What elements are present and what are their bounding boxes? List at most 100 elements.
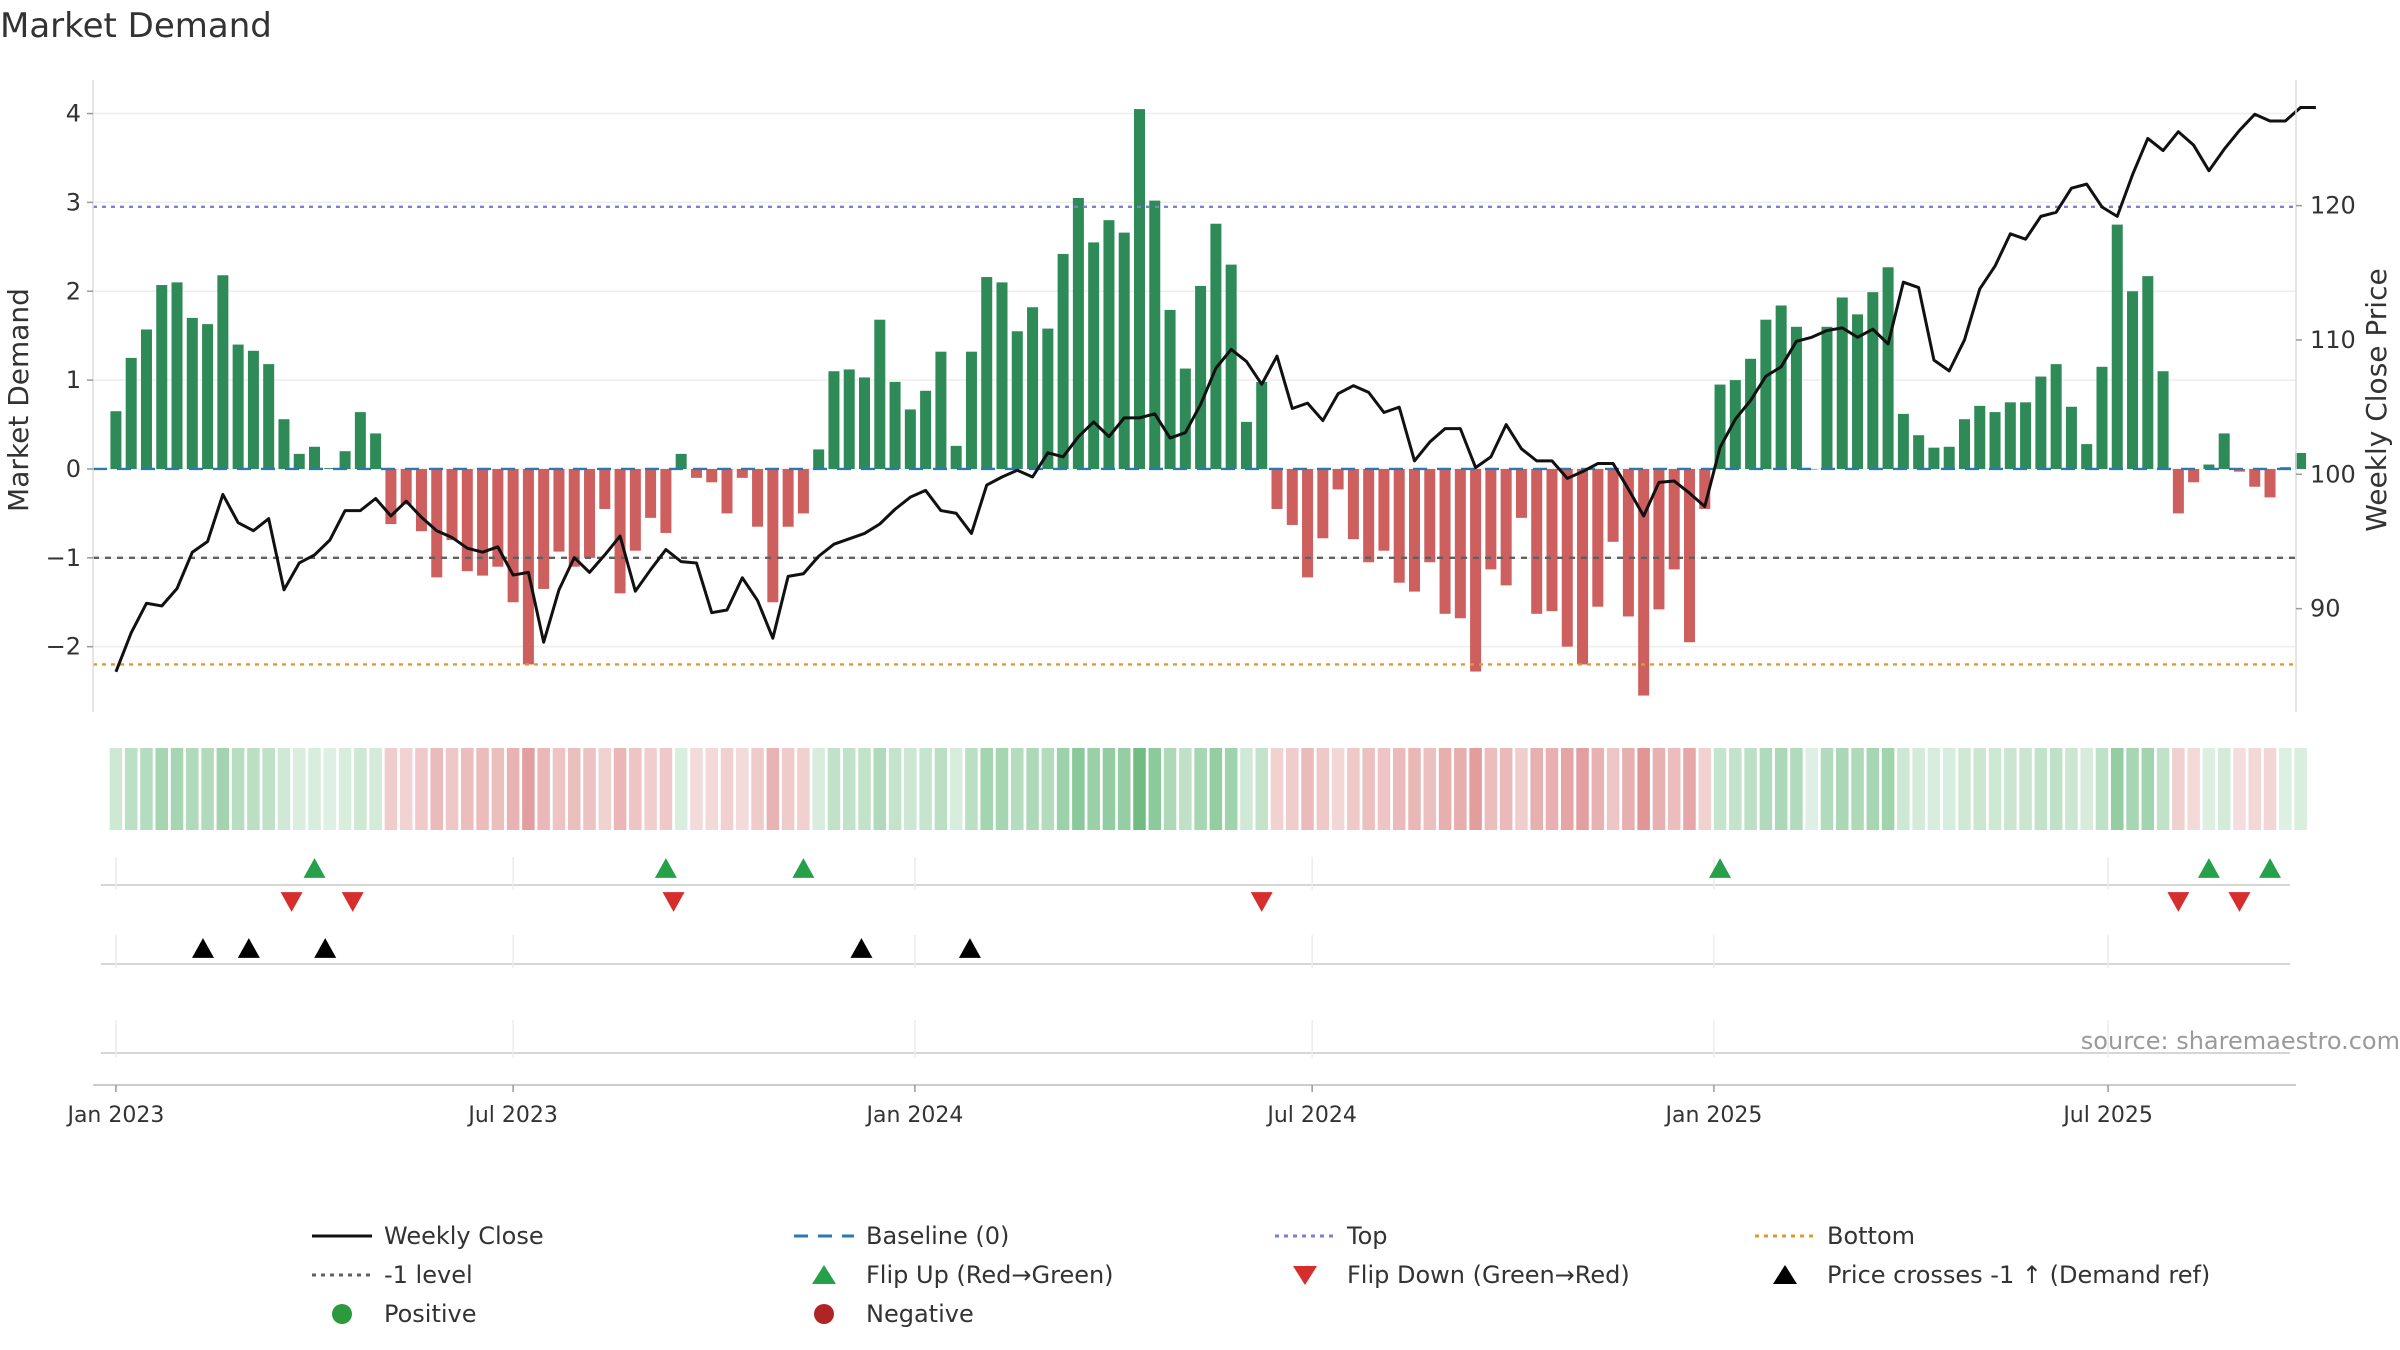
y-tick-label: −2 <box>46 633 81 661</box>
demand-bar <box>1836 297 1848 469</box>
heat-strip-cell <box>2233 748 2246 830</box>
heat-strip-cell <box>292 748 306 830</box>
demand-bar <box>1897 413 1909 469</box>
heat-strip-cell <box>1515 748 1528 830</box>
demand-bar <box>813 449 825 469</box>
heat-strip-cell <box>1041 748 1055 830</box>
demand-bar <box>1622 468 1634 617</box>
heat-strip-cell <box>170 748 184 830</box>
heat-strip-cell <box>1469 748 1482 830</box>
demand-bar <box>1439 468 1451 614</box>
demand-bar <box>2111 224 2123 469</box>
demand-bar <box>1683 468 1695 643</box>
demand-bar <box>1882 267 1894 469</box>
demand-bar <box>1134 109 1145 469</box>
demand-bar <box>1302 468 1314 578</box>
heat-strip-cell <box>2034 748 2048 830</box>
flip-down-marker <box>280 892 303 912</box>
demand-bar <box>2127 291 2139 469</box>
demand-bar <box>538 468 550 589</box>
heat-strip-cell <box>1836 748 1849 830</box>
demand-bar <box>1638 468 1650 696</box>
demand-bar <box>202 324 214 469</box>
demand-bar <box>217 275 229 469</box>
heat-strip-cell <box>674 748 688 830</box>
y-tick-label: 2 <box>66 277 81 305</box>
flip-up-marker <box>654 858 677 878</box>
demand-bar <box>767 468 779 603</box>
demand-bar <box>1240 421 1252 469</box>
heat-strip-cell <box>354 748 367 830</box>
heat-strip-cell <box>2279 748 2292 830</box>
demand-bar <box>232 344 244 469</box>
price-cross-marker <box>850 938 873 958</box>
heat-strip-cell <box>720 748 734 830</box>
y2-tick-label: 120 <box>2310 192 2356 220</box>
heat-strip-cell <box>1576 748 1589 830</box>
heat-strip-cell <box>338 748 352 830</box>
y-tick-label: −1 <box>46 544 81 572</box>
demand-bar <box>1592 468 1604 607</box>
demand-bar <box>446 468 458 541</box>
demand-bar <box>324 468 336 469</box>
demand-bar <box>1332 468 1344 490</box>
demand-bar <box>1607 468 1619 542</box>
demand-bar <box>309 446 321 469</box>
heat-strip-cell <box>277 748 291 830</box>
demand-bar <box>1378 468 1390 551</box>
heat-strip-cell <box>552 748 566 830</box>
y2-tick-label: 90 <box>2310 595 2341 623</box>
heat-strip-cell <box>1255 748 1268 830</box>
heat-strip-cell <box>1637 748 1650 830</box>
demand-bar <box>1179 368 1191 469</box>
heat-strip-cell <box>1301 748 1314 830</box>
heat-strip-cell <box>323 748 337 830</box>
heat-strip-cell <box>1820 748 1834 830</box>
heat-strip-cell <box>430 748 444 830</box>
heat-strip-cell <box>1499 748 1513 830</box>
demand-bar <box>1347 468 1359 540</box>
heat-strip-cell <box>247 748 260 830</box>
y-tick-label: 1 <box>66 366 81 394</box>
flip-up-marker <box>303 858 326 878</box>
demand-bar <box>1699 468 1711 509</box>
heat-strip-cell <box>1652 748 1666 830</box>
heat-strip-cell <box>2019 748 2032 830</box>
demand-bar <box>263 364 275 469</box>
heat-strip-cell <box>1240 748 1253 830</box>
heat-strip-cell <box>491 748 505 830</box>
demand-bar <box>1561 468 1573 647</box>
flip-down-marker <box>662 892 685 912</box>
heat-strip-cell <box>384 748 398 830</box>
demand-bar <box>1974 405 1986 469</box>
demand-bar <box>660 468 672 533</box>
heat-strip-cell <box>1347 748 1360 830</box>
legend-swatch-triangle-up <box>1773 1265 1797 1284</box>
demand-bar <box>1408 468 1420 592</box>
demand-bar <box>1867 292 1879 469</box>
demand-bar <box>2295 452 2307 469</box>
demand-bar <box>1745 358 1757 469</box>
heat-strip-cell <box>415 748 428 830</box>
legend-swatch-triangle-down <box>1293 1266 1317 1285</box>
demand-bar <box>1668 468 1680 570</box>
heat-strip-cell <box>155 748 169 830</box>
heat-strip-cell <box>1729 748 1742 830</box>
weekly-close-line <box>114 106 2316 673</box>
heat-strip-cell <box>231 748 245 830</box>
demand-bar <box>385 468 397 525</box>
heat-strip-cell <box>1133 748 1146 830</box>
demand-bar <box>2249 468 2261 487</box>
demand-bar <box>1546 468 1558 612</box>
heat-strip-cell <box>1667 748 1681 830</box>
demand-bar <box>125 357 137 469</box>
demand-bar <box>874 319 886 469</box>
heat-strip-cell <box>1209 748 1223 830</box>
demand-bar <box>354 412 366 469</box>
demand-bar <box>1775 305 1787 469</box>
heat-strip-cell <box>262 748 275 830</box>
demand-bar <box>828 371 840 469</box>
heat-strip-cell <box>904 748 917 830</box>
demand-bar <box>629 468 641 551</box>
